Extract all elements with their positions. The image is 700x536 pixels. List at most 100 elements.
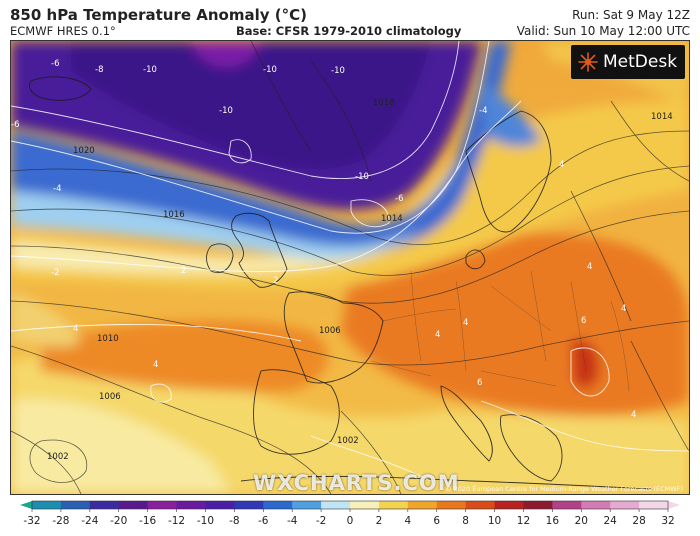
iceland-coast bbox=[28, 76, 92, 101]
anomaly-label: 2 bbox=[273, 276, 278, 286]
metdesk-logo: MetDesk bbox=[571, 45, 685, 79]
colorbar-tick-label: -20 bbox=[110, 515, 127, 527]
isobar-label: 1016 bbox=[163, 210, 185, 220]
colorbar-swatch bbox=[378, 501, 409, 509]
pale-yellow-strip bbox=[11, 136, 481, 275]
anomaly-label: -6 bbox=[51, 59, 59, 69]
colorbar-tick-label: 12 bbox=[517, 515, 530, 527]
colorbar-svg: -32 -28 -24 -20 -16 -12 -10 -8 -6 -4 -2 0 2 4 6 8 10 12 16… bbox=[20, 500, 680, 527]
metdesk-logo-icon bbox=[578, 52, 598, 72]
colorbar-labels: -32 -28 -24 -20 -16 -12 -10 -8 -6 -4 -2 0 2 4 6 8 10 12 16… bbox=[23, 509, 675, 527]
isobar-label: 1006 bbox=[99, 392, 121, 402]
anomaly-label-group: -6 -8 -10 -10 -10 -6 -10 -4 -10 -6 -4 -2… bbox=[11, 59, 636, 420]
colorbar-swatch bbox=[89, 501, 120, 509]
country-borders bbox=[370, 270, 630, 392]
colorbar-tick-label: -4 bbox=[287, 515, 298, 527]
colorbar-swatch bbox=[60, 501, 91, 509]
colorbar-swatch bbox=[436, 501, 467, 509]
colorbar-tick-label: -8 bbox=[229, 515, 239, 527]
colorbar-tick-label: 0 bbox=[347, 515, 354, 527]
deep-purple bbox=[71, 41, 431, 170]
italy-coast bbox=[440, 385, 493, 462]
model-name: ECMWF HRES 0.1° bbox=[10, 24, 116, 38]
map-canvas: -6 -8 -10 -10 -10 -6 -10 -4 -10 -6 -4 -2… bbox=[11, 41, 689, 494]
light-blue-band bbox=[11, 191, 421, 260]
anomaly-label: -6 bbox=[11, 120, 19, 130]
metdesk-logo-text: MetDesk bbox=[603, 52, 678, 72]
colorbar-swatch bbox=[407, 501, 438, 509]
colorbar-swatch bbox=[147, 501, 178, 509]
blue-band bbox=[11, 41, 511, 253]
isobar-label: 1006 bbox=[319, 326, 341, 336]
anomaly-label: -10 bbox=[355, 172, 369, 182]
colorbar-tick-label: 10 bbox=[488, 515, 501, 527]
northeast-blue bbox=[481, 81, 541, 147]
colorbar-arrow-right bbox=[668, 501, 680, 509]
valid-time: Valid: Sun 10 May 12:00 UTC bbox=[516, 24, 690, 38]
isobar-label: 1014 bbox=[381, 214, 403, 224]
anomaly-label: 4 bbox=[559, 160, 564, 170]
balkans-coast bbox=[500, 414, 563, 482]
anomaly-label: -4 bbox=[53, 184, 61, 194]
yellow-north-transition bbox=[11, 101, 689, 291]
colorbar-swatch bbox=[292, 501, 322, 509]
colorbar-tick-label: -10 bbox=[197, 515, 214, 527]
climatology-base: Base: CFSR 1979-2010 climatology bbox=[236, 24, 462, 38]
denmark-coast bbox=[465, 249, 486, 270]
anomaly-label: -10 bbox=[143, 65, 157, 75]
isobars bbox=[11, 41, 689, 494]
anomaly-label: 4 bbox=[153, 360, 158, 370]
isobar-label: 1002 bbox=[47, 452, 69, 462]
colorbar-tick-label: 28 bbox=[632, 515, 645, 527]
colorbar-tick-label: -24 bbox=[81, 515, 98, 527]
isobar-label-group: 1020 1016 1014 1018 1010 1006 1006 1002 … bbox=[47, 98, 673, 462]
anomaly-label: -4 bbox=[479, 106, 487, 116]
magenta-spot bbox=[191, 41, 261, 68]
anomaly-label: 4 bbox=[621, 304, 626, 314]
colorbar-swatch bbox=[465, 501, 496, 509]
colorbar-tick-label: 4 bbox=[404, 515, 411, 527]
colorbar-arrow-left bbox=[20, 501, 32, 509]
colorbar-swatch bbox=[639, 501, 669, 509]
anomaly-label: 6 bbox=[477, 378, 482, 388]
atlantic-pale bbox=[11, 291, 81, 347]
isobar-label: 1018 bbox=[373, 98, 395, 108]
colorbar-tick-label: -16 bbox=[139, 515, 156, 527]
anomaly-label: 4 bbox=[463, 318, 468, 328]
colorbar-swatch bbox=[321, 501, 351, 509]
colorbar-tick-label: -32 bbox=[23, 515, 40, 527]
anomaly-label: -8 bbox=[95, 65, 103, 75]
colorbar-tick-label: 6 bbox=[433, 515, 440, 527]
isobar-label: 1014 bbox=[651, 112, 673, 122]
anomaly-label: -2 bbox=[51, 268, 59, 278]
anomaly-label: -10 bbox=[263, 65, 277, 75]
anomaly-label: 4 bbox=[435, 330, 440, 340]
colorbar-swatch bbox=[350, 501, 380, 509]
anomaly-label: 2 bbox=[181, 266, 186, 276]
colorbar-tick-label: 16 bbox=[546, 515, 560, 527]
colorbar-tick-label: 24 bbox=[603, 515, 617, 527]
orange-core bbox=[341, 232, 689, 416]
iberia-coast bbox=[253, 369, 340, 455]
anomaly-map[interactable]: -6 -8 -10 -10 -10 -6 -10 -4 -10 -6 -4 -2… bbox=[10, 40, 690, 495]
anomaly-label: 4 bbox=[73, 324, 78, 334]
colorbar-swatch bbox=[523, 501, 553, 509]
colorbar-swatch bbox=[118, 501, 149, 509]
colorbar-tick-label: 20 bbox=[575, 515, 588, 527]
copyright-notice: © 2020 European Centre for Medium-Range … bbox=[445, 485, 683, 493]
watermark: WXCHARTS.COM bbox=[253, 471, 460, 495]
colorbar-tick-label: 32 bbox=[661, 515, 674, 527]
uk-coast bbox=[231, 212, 288, 288]
colorbar-swatch bbox=[234, 501, 264, 509]
chart-title: 850 hPa Temperature Anomaly (°C) bbox=[10, 6, 307, 24]
colorbar-tick-label: 2 bbox=[376, 515, 383, 527]
colorbar-swatch bbox=[494, 501, 524, 509]
colorbar-swatches bbox=[20, 500, 680, 510]
anomaly-label: 4 bbox=[631, 410, 636, 420]
anomaly-label: -10 bbox=[331, 66, 345, 76]
anomaly-label: 6 bbox=[581, 316, 586, 326]
anomaly-label: -6 bbox=[395, 194, 403, 204]
colorbar-tick-label: -2 bbox=[316, 515, 326, 527]
isobar-label: 1002 bbox=[337, 436, 359, 446]
scandinavia-coast bbox=[465, 110, 552, 233]
